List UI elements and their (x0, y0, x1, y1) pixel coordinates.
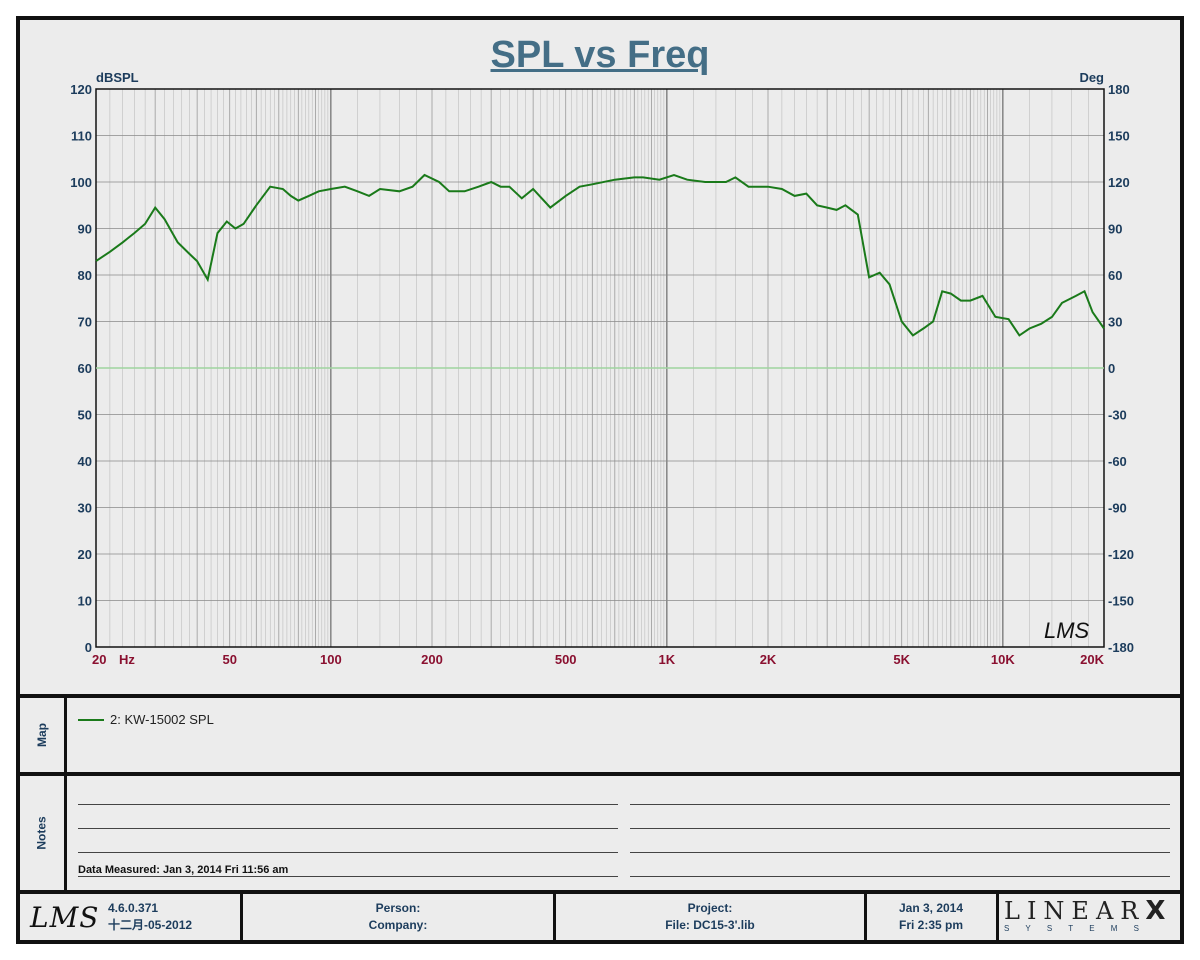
footer-person: Person: Company: (243, 894, 553, 946)
y2-tick-label: -90 (1108, 501, 1127, 516)
x-tick-label: 10K (991, 652, 1015, 667)
brand-systems: S Y S T E M S (1004, 924, 1146, 933)
y2-tick-label: -120 (1108, 547, 1134, 562)
linearx-logo: LINEARX S Y S T E M S (1004, 894, 1174, 944)
lms-logo: LMS (30, 900, 100, 934)
y2-tick-label: 150 (1108, 129, 1130, 144)
footer-divider (864, 894, 867, 940)
x-tick-labels: 20 50 100 200 500 1K 2K 5K 10K 20K (92, 652, 1105, 667)
y-tick-label: 100 (70, 175, 92, 190)
company-text: Company: (368, 918, 428, 932)
y2-tick-label: 30 (1108, 315, 1122, 330)
x-tick-label: 1K (659, 652, 676, 667)
y2-tick-label: 0 (1108, 361, 1115, 376)
brand-x: X (1145, 896, 1173, 926)
x-tick-label: 5K (893, 652, 910, 667)
separator (20, 694, 1180, 698)
y2-tick-label: 90 (1108, 222, 1122, 237)
person-text: Person: (375, 901, 421, 915)
x-tick-label: 100 (320, 652, 342, 667)
y-tick-label: 90 (78, 222, 92, 237)
y2-tick-label: -60 (1108, 454, 1127, 469)
x-tick-label: 20 (92, 652, 106, 667)
y2-tick-label: 120 (1108, 175, 1130, 190)
notes-label: Notes (35, 816, 49, 850)
note-line (630, 828, 1170, 829)
time-text: Fri 2:35 pm (898, 918, 964, 932)
y-tick-label: 20 (78, 547, 92, 562)
y-tick-label: 0 (85, 640, 92, 655)
series-line-kw15002 (95, 173, 1105, 337)
y-tick-label: 40 (78, 454, 92, 469)
y-axis-label: dBSPL (96, 70, 139, 85)
y-tick-label: 70 (78, 315, 92, 330)
note-line (78, 804, 618, 805)
chart-title: SPL vs Freq (490, 34, 710, 76)
y-tick-label: 10 (78, 594, 92, 609)
legend-entry: 2: KW-15002 SPL (78, 712, 214, 727)
notes-panel: Notes Data Measured: Jan 3, 2014 Fri 11:… (20, 776, 1180, 890)
x-tick-label: 50 (222, 652, 236, 667)
y-tick-label: 110 (71, 129, 92, 144)
map-divider (64, 698, 67, 772)
map-panel: Map 2: KW-15002 SPL (20, 698, 1180, 772)
y-tick-label: 50 (78, 408, 92, 423)
notes-divider (64, 776, 67, 890)
date-text: Jan 3, 2014 (898, 901, 964, 915)
y2-tick-label: 180 (1108, 82, 1130, 97)
note-line (78, 828, 618, 829)
y2-axis-label: Deg (1079, 70, 1104, 85)
footer-divider (240, 894, 243, 940)
version-text: 4.6.0.371 (108, 901, 159, 915)
separator (20, 890, 1180, 894)
footer: LMS 4.6.0.371 十二月-05-2012 Person: Compan… (20, 894, 1180, 940)
brand-text: LINEAR (1004, 897, 1146, 925)
footer-datetime: Jan 3, 2014 Fri 2:35 pm (867, 894, 995, 946)
legend-swatch (78, 718, 104, 721)
footer-project: Project: File: DC15-3'.lib (556, 894, 864, 946)
footer-divider (996, 894, 999, 940)
note-line (630, 852, 1170, 853)
project-text: Project: (687, 901, 733, 915)
y2-tick-label: 60 (1108, 268, 1122, 283)
footer-divider (553, 894, 556, 940)
separator (20, 772, 1180, 776)
footer-version: 4.6.0.371 十二月-05-2012 (108, 894, 238, 946)
note-line (630, 876, 1170, 877)
x-tick-label: 200 (421, 652, 443, 667)
y2-tick-label: -150 (1108, 594, 1134, 609)
build-date-text: 十二月-05-2012 (108, 918, 193, 932)
file-text: File: DC15-3'.lib (665, 918, 755, 932)
y-tick-label: 30 (78, 501, 92, 516)
footer-logo: LMS (30, 894, 100, 940)
y-tick-label: 120 (70, 82, 92, 97)
map-label: Map (35, 723, 49, 747)
note-line (630, 804, 1170, 805)
y2-tick-label: -30 (1108, 408, 1127, 423)
x-tick-label: 500 (555, 652, 577, 667)
note-line (78, 852, 618, 853)
lms-watermark: LMS (1044, 618, 1090, 643)
note-line (78, 876, 618, 877)
chart-panel: SPL vs Freq 120 110 100 90 80 70 60 50 40 30 20 10 0… (20, 20, 1180, 694)
y2-tick-label: -180 (1108, 640, 1134, 655)
x-tick-label: 20K (1080, 652, 1104, 667)
y-tick-label: 60 (78, 361, 92, 376)
y2-tick-labels: 180 150 120 90 60 30 0 -30 -60 -90 -120 -150 -180 (1108, 82, 1134, 655)
report-frame: SPL vs Freq 120 110 100 90 80 70 60 50 40 30 20 10 0… (16, 16, 1184, 944)
y-tick-label: 80 (78, 268, 92, 283)
legend-text: 2: KW-15002 SPL (110, 712, 214, 727)
measured-date: Data Measured: Jan 3, 2014 Fri 11:56 am (78, 864, 289, 876)
x-unit-label: Hz (119, 652, 135, 667)
x-tick-label: 2K (760, 652, 777, 667)
